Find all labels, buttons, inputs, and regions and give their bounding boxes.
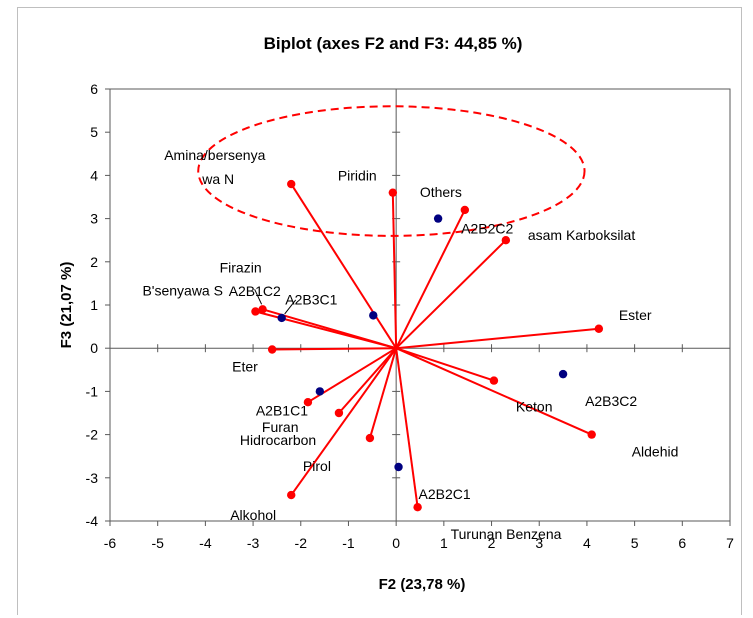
x-tick-label: -1 bbox=[342, 535, 355, 551]
variable-vector bbox=[272, 347, 397, 351]
variable-vector bbox=[391, 192, 398, 349]
variable-vector bbox=[290, 347, 397, 496]
observation-label: A2B1C1 bbox=[256, 402, 308, 418]
variable-point bbox=[413, 502, 422, 512]
variable-label: Firazin bbox=[220, 259, 262, 275]
variable-vector bbox=[395, 239, 507, 349]
y-tick-label: 4 bbox=[90, 167, 98, 183]
x-tick-label: 7 bbox=[726, 535, 734, 551]
variable-label: Piridin bbox=[338, 168, 377, 184]
y-tick-label: 2 bbox=[90, 254, 98, 270]
x-tick-label: 1 bbox=[440, 535, 448, 551]
axes-layer: -6 -5 -4 -3 -2 -1 0 1 2 3 4 5 6 7 -4 -3 -2 -1 0 1 2 3 4 5 6 bbox=[86, 81, 735, 551]
x-tick-label: -3 bbox=[247, 535, 260, 551]
label-leader-line bbox=[254, 289, 263, 305]
x-tick-label: -4 bbox=[199, 535, 212, 551]
variable-point bbox=[388, 188, 398, 197]
variable-label: Pirol bbox=[303, 458, 331, 474]
x-axis-title: F2 (23,78 %) bbox=[379, 576, 466, 593]
variable-label: Aldehid bbox=[632, 444, 679, 460]
variable-label: Ester bbox=[619, 307, 652, 323]
variable-label: Furan bbox=[262, 419, 299, 435]
y-axis-title: F3 (21,07 %) bbox=[58, 262, 75, 349]
y-tick-label: -4 bbox=[86, 513, 99, 529]
variable-point bbox=[251, 307, 260, 316]
variable-label: Eter bbox=[232, 358, 258, 374]
observation-label: A2B3C2 bbox=[585, 393, 637, 409]
point-labels: Amina/bersenya wa N Piridin Others asam Karb… bbox=[142, 147, 678, 542]
variable-label: Others bbox=[420, 184, 462, 200]
variable-point bbox=[267, 345, 277, 354]
observation-point bbox=[277, 313, 286, 323]
variable-label: wa N bbox=[201, 171, 234, 187]
variable-point bbox=[287, 179, 296, 189]
variable-point bbox=[489, 376, 499, 385]
y-tick-label: -2 bbox=[86, 427, 99, 443]
observation-label: A2B3C1 bbox=[285, 291, 337, 307]
variable-label: Keton bbox=[516, 399, 553, 415]
variable-label: Hidrocarbon bbox=[240, 432, 316, 448]
confidence-ellipse bbox=[197, 105, 586, 237]
variable-vector bbox=[396, 327, 599, 350]
ellipse-layer bbox=[197, 105, 586, 237]
variable-label: Turunan Benzena bbox=[451, 526, 562, 542]
observation-point bbox=[315, 387, 325, 396]
observation-point bbox=[369, 311, 378, 320]
y-tick-label: 0 bbox=[90, 340, 98, 356]
variable-point bbox=[460, 205, 470, 215]
variable-vector bbox=[395, 348, 419, 508]
x-tick-label: 6 bbox=[678, 535, 686, 551]
variable-point bbox=[258, 305, 267, 314]
x-tick-label: -2 bbox=[295, 535, 308, 551]
variable-vector bbox=[338, 347, 397, 414]
variable-vector bbox=[395, 347, 593, 436]
variable-point bbox=[501, 236, 511, 245]
variable-vector bbox=[395, 209, 466, 349]
x-tick-label: -5 bbox=[151, 535, 164, 551]
y-tick-label: 1 bbox=[90, 297, 98, 313]
observation-point bbox=[394, 462, 403, 472]
x-tick-label: 5 bbox=[631, 535, 639, 551]
observation-points bbox=[277, 214, 568, 472]
chart-frame bbox=[17, 7, 742, 615]
variable-label: Alkohol bbox=[230, 507, 276, 523]
y-tick-label: -1 bbox=[86, 383, 99, 399]
x-tick-label: -6 bbox=[104, 535, 117, 551]
variable-point bbox=[287, 490, 296, 500]
y-tick-label: 3 bbox=[90, 211, 98, 227]
variable-label: Amina/bersenya bbox=[164, 147, 265, 163]
y-tick-label: -3 bbox=[86, 470, 99, 486]
y-tick-label: 5 bbox=[90, 124, 98, 140]
label-leader-line bbox=[284, 299, 297, 315]
variable-point bbox=[365, 433, 375, 443]
observation-point bbox=[558, 369, 568, 379]
observation-label: A2B2C2 bbox=[461, 221, 513, 237]
observation-point bbox=[433, 214, 443, 223]
x-tick-label: 2 bbox=[488, 535, 496, 551]
x-tick-label: 0 bbox=[392, 535, 400, 551]
variable-point bbox=[303, 398, 313, 407]
observation-label: A2B2C1 bbox=[419, 486, 471, 502]
x-tick-label: 3 bbox=[535, 535, 543, 551]
variable-point bbox=[334, 408, 344, 418]
variable-label: B'senyawa S bbox=[142, 282, 223, 298]
variable-vector bbox=[395, 347, 495, 382]
variable-point bbox=[587, 430, 596, 439]
y-tick-label: 6 bbox=[90, 81, 98, 97]
chart-title: Biplot (axes F2 and F3: 44,85 %) bbox=[264, 34, 523, 53]
variable-vector bbox=[368, 347, 398, 439]
observation-label: A2B1C2 bbox=[229, 283, 281, 299]
x-tick-label: 4 bbox=[583, 535, 591, 551]
variable-point bbox=[594, 324, 604, 333]
variable-label: asam Karboksilat bbox=[528, 227, 635, 243]
variable-vector bbox=[290, 183, 397, 349]
